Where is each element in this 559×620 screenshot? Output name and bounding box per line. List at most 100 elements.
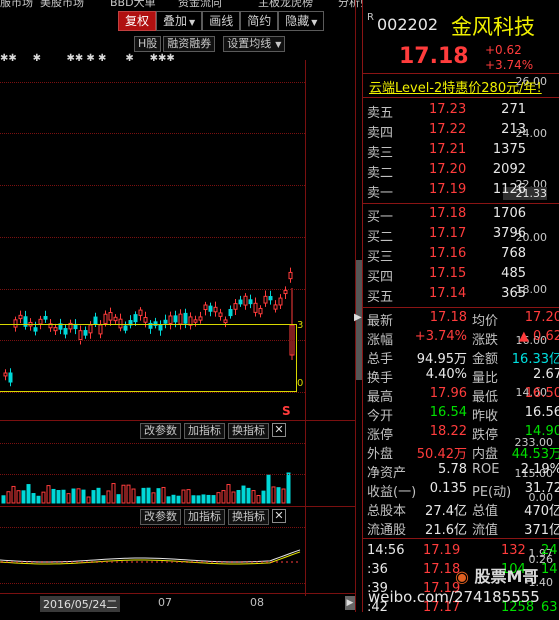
menu-item-dragon-tiger[interactable]: 主板龙虎榜	[258, 0, 313, 8]
menu-item-fund-flow[interactable]: 资金流向	[178, 0, 222, 8]
bid-level-label: 买二	[367, 230, 394, 245]
candle-body	[268, 296, 273, 301]
weibo-logo-icon: ◉	[455, 567, 475, 586]
price-change: +0.62	[485, 43, 522, 57]
stat-value: 50.42万	[416, 447, 467, 462]
volume-bar	[256, 495, 261, 504]
hk-share-button[interactable]: H股	[134, 36, 162, 52]
close-icon[interactable]: ✕	[272, 509, 286, 523]
volume-bar	[81, 489, 86, 504]
stat-label: 流通股	[367, 523, 407, 538]
bid-level-label: 买一	[367, 210, 394, 225]
candle-body	[198, 316, 203, 321]
ask-volume: 1375	[492, 142, 526, 157]
volume-bar	[121, 484, 126, 504]
price-tick: 20.00	[515, 231, 548, 244]
ma-settings-label: 设置均线	[227, 37, 272, 50]
grid-line	[0, 340, 305, 341]
volume-bar	[76, 488, 81, 504]
volume-add-indicator-button[interactable]: 加指标	[184, 423, 225, 439]
bid-volume: 768	[501, 246, 526, 261]
overlay-label: 叠加	[163, 14, 188, 28]
ask-price[interactable]: 17.22	[429, 122, 467, 137]
stat-row: 流通股 21.6亿 流值 371亿	[367, 519, 559, 539]
volume-bar	[226, 484, 231, 504]
scroll-right-icon[interactable]: ▶	[345, 596, 355, 610]
bid-price[interactable]: 17.17	[429, 226, 467, 241]
volume-bar	[41, 491, 46, 504]
menu-item-analyst[interactable]: 分析师推荐	[338, 0, 362, 8]
stat-value: 2.19%	[520, 462, 559, 477]
stat-label: 涨幅	[367, 333, 394, 348]
volume-bar	[216, 492, 221, 504]
candle-body	[58, 323, 63, 330]
chevron-down-icon: ▼	[311, 18, 318, 27]
candle-body	[78, 330, 83, 341]
level2-ad-link[interactable]: 云端Level-2特惠价280元/年!	[369, 81, 542, 96]
volume-bar	[201, 494, 206, 504]
volume-bar	[211, 495, 216, 504]
volume-bar	[266, 474, 271, 504]
candle-body	[33, 327, 38, 332]
bid-price[interactable]: 17.15	[429, 266, 467, 281]
hide-button[interactable]: 隐藏 ▼	[278, 11, 325, 31]
menu-item-us-stocks[interactable]: 美股市场	[40, 0, 84, 8]
volume-bar	[56, 490, 61, 504]
indicator-params-button[interactable]: 改参数	[140, 509, 181, 525]
collapse-arrow-icon[interactable]: ▶	[354, 312, 362, 323]
volume-switch-indicator-button[interactable]: 换指标	[228, 423, 269, 439]
stat-value: 21.6亿	[425, 523, 467, 538]
price-tick: 16.00	[515, 334, 548, 347]
panel-divider	[0, 420, 355, 421]
stat-label: 涨停	[367, 428, 394, 443]
bid-price[interactable]: 17.18	[429, 206, 467, 221]
menu-item-market[interactable]: 服市场	[0, 0, 33, 8]
box-upper-label: 3	[297, 320, 304, 331]
tick-volume: 1258	[501, 600, 535, 615]
tick-time: 14:56	[367, 543, 405, 558]
draw-line-button[interactable]: 画线	[202, 11, 241, 31]
margin-trading-button[interactable]: 融资融券	[163, 36, 216, 52]
bid-row: 买二 17.17 3796	[367, 226, 559, 246]
x-tick-month: 07	[158, 596, 172, 609]
candle-body	[68, 322, 73, 330]
stat-label: 最高	[367, 390, 394, 405]
overlay-button[interactable]: 叠加 ▼	[156, 11, 203, 31]
ask-price[interactable]: 17.21	[429, 142, 467, 157]
restore-rights-button[interactable]: 复权	[118, 11, 157, 31]
stat-value: 31.72	[524, 481, 559, 496]
candle-body	[163, 319, 168, 324]
volume-params-button[interactable]: 改参数	[140, 423, 181, 439]
ask-price[interactable]: 17.23	[429, 102, 467, 117]
close-icon[interactable]: ✕	[272, 423, 286, 437]
volume-bar	[146, 487, 151, 504]
candlestick-layer	[0, 267, 301, 565]
splitter-handle[interactable]	[356, 260, 362, 380]
ask-price[interactable]: 17.19	[429, 182, 467, 197]
ask-level-label: 卖三	[367, 146, 394, 161]
ma-settings-button[interactable]: 设置均线 ▼	[223, 36, 286, 52]
bid-price[interactable]: 17.16	[429, 246, 467, 261]
bid-price[interactable]: 17.14	[429, 286, 467, 301]
ask-row: 卖四 17.22 213	[367, 122, 559, 142]
indicator-switch-button[interactable]: 换指标	[228, 509, 269, 525]
tick-time: :42	[367, 600, 388, 615]
simple-mode-button[interactable]: 简约	[240, 11, 279, 31]
bid-volume: 365	[501, 286, 526, 301]
volume-bar	[156, 488, 161, 504]
volume-bar	[286, 472, 291, 504]
volume-bar	[246, 487, 251, 504]
ask-price[interactable]: 17.20	[429, 162, 467, 177]
volume-bar	[116, 494, 121, 504]
stat-row: 涨幅 +3.74% 涨跌 ▲ 0.62	[367, 329, 559, 349]
menu-item-bbd[interactable]: BBD大单	[110, 0, 156, 8]
stat-value: ▲ 0.62	[518, 329, 559, 344]
stat-label: 换手	[367, 371, 394, 386]
chart-toolbar: 复权 叠加 ▼ 画线 简约 隐藏 ▼	[118, 11, 325, 31]
volume-bar	[106, 490, 111, 504]
stat-value: 16.54	[429, 405, 467, 420]
stat-value: 16.50	[524, 386, 559, 401]
indicator-add-button[interactable]: 加指标	[184, 509, 225, 525]
volume-bar	[91, 490, 96, 504]
bid-volume: 485	[501, 266, 526, 281]
